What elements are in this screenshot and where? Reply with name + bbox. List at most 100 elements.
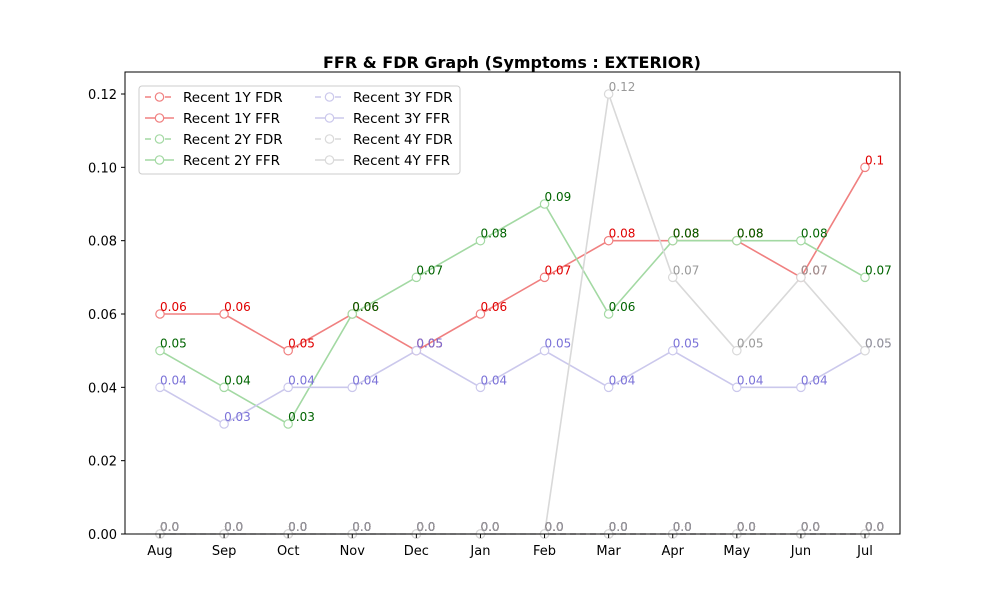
data-label: 0.0 [416,520,435,534]
data-point [667,345,678,356]
data-point [732,345,742,356]
data-label: 0.0 [609,520,628,534]
y-tick-label: 0.12 [88,88,117,103]
data-label: 0.09 [545,190,572,204]
data-point [860,162,870,173]
data-label: 0.08 [801,227,828,241]
data-label: 0.12 [609,80,636,94]
data-label: 0.0 [545,520,564,534]
legend-label: Recent 2Y FDR [183,132,283,148]
legend-marker [324,113,335,123]
plot-frame [124,71,901,535]
data-point [860,345,870,356]
x-tick-label: Jun [790,544,811,559]
x-tick-label: Oct [277,544,299,559]
data-label: 0.0 [416,520,435,534]
data-point [539,199,550,209]
data-label: 0.0 [673,520,692,534]
data-label: 0.05 [160,337,187,351]
data-label: 0.05 [416,337,443,351]
data-label: 0.0 [801,520,820,534]
data-label: 0.0 [737,520,756,534]
data-label: 0.0 [416,520,435,534]
data-point [796,382,806,393]
data-point [667,235,678,246]
y-tick-label: 0.06 [88,308,117,323]
y-tick-label: 0.08 [88,235,117,250]
data-point [155,309,165,319]
x-tick-label: Dec [404,544,429,559]
data-point [283,382,293,393]
data-label: 0.0 [865,520,884,534]
data-label: 0.07 [801,263,828,277]
data-point [283,345,293,356]
data-label: 0.07 [416,263,443,277]
data-label: 0.0 [609,520,628,534]
data-label: 0.07 [673,263,700,277]
data-label: 0.05 [865,337,892,351]
data-label: 0.0 [801,520,820,534]
data-label: 0.0 [352,520,371,534]
data-label: 0.0 [673,520,692,534]
x-tick-label: Jan [469,544,490,559]
data-label: 0.04 [352,373,379,387]
data-label: 0.1 [865,153,884,167]
data-label: 0.0 [416,520,435,534]
data-label: 0.0 [480,520,499,534]
data-label: 0.0 [865,520,884,534]
x-tick-label: Sep [212,544,237,559]
legend-label: Recent 4Y FDR [353,132,453,148]
data-label: 0.08 [480,227,507,241]
data-point [732,235,742,246]
data-point [667,272,678,283]
data-label: 0.07 [545,263,572,277]
data-label: 0.03 [224,410,251,424]
data-label: 0.03 [288,410,315,424]
data-label: 0.05 [865,337,892,351]
data-label: 0.05 [545,337,572,351]
data-point [475,309,486,319]
data-label: 0.08 [737,227,764,241]
x-tick-label: Mar [596,544,621,559]
x-tick-label: Aug [147,544,172,559]
data-label: 0.04 [288,373,315,387]
data-label: 0.07 [865,263,892,277]
data-label: 0.0 [288,520,307,534]
data-point [732,382,742,393]
data-point [860,272,870,283]
data-point [603,382,614,393]
data-label: 0.0 [545,520,564,534]
data-label: 0.0 [737,520,756,534]
legend-marker [154,134,165,144]
data-label: 0.04 [480,373,507,387]
data-point [155,382,165,393]
legend-marker [154,155,165,165]
data-label: 0.0 [288,520,307,534]
legend-marker [324,134,335,144]
data-point [283,419,293,429]
x-tick-label: Jul [856,544,873,559]
data-label: 0.06 [352,300,379,314]
data-label: 0.04 [801,373,828,387]
data-label: 0.0 [224,520,243,534]
y-tick-label: 0.02 [88,455,117,470]
data-label: 0.05 [288,337,315,351]
legend-label: Recent 2Y FFR [183,153,280,169]
series-line [160,166,866,352]
x-tick-label: Nov [340,544,366,559]
data-label: 0.0 [160,520,179,534]
data-point [411,345,422,356]
data-label: 0.0 [865,520,884,534]
legend-marker [154,92,165,102]
legend-label: Recent 3Y FDR [353,90,453,106]
data-point [219,309,229,319]
data-label: 0.0 [737,520,756,534]
data-label: 0.07 [801,263,828,277]
y-tick-label: 0.04 [88,381,117,396]
data-label: 0.05 [673,337,700,351]
data-label: 0.0 [224,520,243,534]
data-label: 0.06 [352,300,379,314]
data-label: 0.0 [609,520,628,534]
data-label: 0.05 [737,337,764,351]
